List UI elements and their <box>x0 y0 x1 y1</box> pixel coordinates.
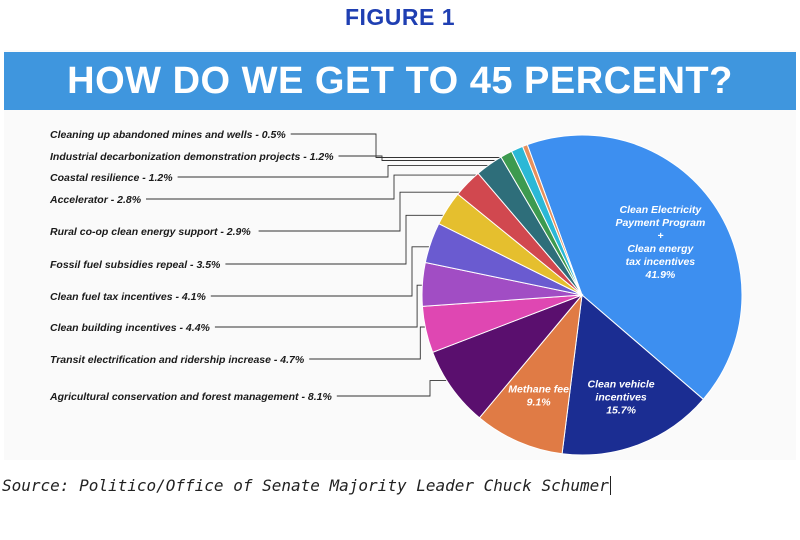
slice-label-line: Clean vehicle <box>588 379 655 391</box>
slice-label-2: Methane fee 9.1% <box>508 383 569 408</box>
figure-label: FIGURE 1 <box>344 4 456 30</box>
slice-label-line: Clean energy <box>627 243 694 255</box>
callout-line-9 <box>146 174 497 200</box>
slice-label-line: Clean Electricity <box>620 204 703 216</box>
slice-label-line: + <box>657 230 663 242</box>
slice-label-0: Clean Electricity Payment Program + Clean e… <box>615 204 705 281</box>
chart-title: HOW DO WE GET TO 45 PERCENT? <box>67 60 733 102</box>
callout-label-8: Rural co-op clean energy support - 2.9% <box>50 226 251 238</box>
callout-line-12 <box>290 133 530 158</box>
callout-line-8 <box>258 191 477 232</box>
pie-slice-12 <box>521 144 583 296</box>
callout-labels: Cleaning up abandoned mines and wells - … <box>49 129 530 403</box>
slice-label-line: Payment Program <box>615 217 705 229</box>
slice-label-line: Methane fee <box>508 383 569 395</box>
callout-label-12: Cleaning up abandoned mines and wells - … <box>50 129 286 141</box>
callout-line-6 <box>210 246 443 297</box>
pie-slices <box>421 134 743 456</box>
callout-label-11: Industrial decarbonization demonstration… <box>50 151 334 163</box>
callout-label-9: Accelerator - 2.8% <box>49 194 142 206</box>
callout-label-7: Fossil fuel subsidies repeal - 3.5% <box>50 259 221 271</box>
callout-label-6: Clean fuel tax incentives - 4.1% <box>50 291 206 303</box>
slice-label-line: tax incentives <box>626 256 696 268</box>
callout-label-10: Coastal resilience - 1.2% <box>50 172 173 184</box>
callout-line-5 <box>214 284 436 328</box>
slice-label-line: 9.1% <box>527 396 552 408</box>
callout-line-4 <box>309 326 439 360</box>
title-banner <box>4 52 796 110</box>
callout-label-4: Transit electrification and ridership in… <box>50 354 305 366</box>
inside-labels: Clean Electricity Payment Program + Clean e… <box>508 204 705 416</box>
callout-label-5: Clean building incentives - 4.4% <box>50 322 211 334</box>
callout-line-3 <box>336 380 463 397</box>
callout-label-3: Agricultural conservation and forest man… <box>49 391 332 403</box>
pie-slice-1 <box>561 294 705 456</box>
text-cursor <box>609 476 611 495</box>
pie-slice-0 <box>526 134 743 401</box>
slice-label-line: 15.7% <box>606 405 636 417</box>
callout-line-11 <box>338 155 523 161</box>
slice-label-line: incentives <box>595 392 647 404</box>
callout-line-7 <box>225 214 459 265</box>
pie-slice-2 <box>478 293 583 455</box>
callout-line-10 <box>177 164 513 178</box>
slice-label-1: Clean vehicle incentives 15.7% <box>588 379 655 417</box>
source-caption: Source: Politico/Office of Senate Majori… <box>2 476 611 495</box>
slice-label-line: 41.9% <box>645 269 676 281</box>
source-text: Source: Politico/Office of Senate Majori… <box>2 476 609 495</box>
